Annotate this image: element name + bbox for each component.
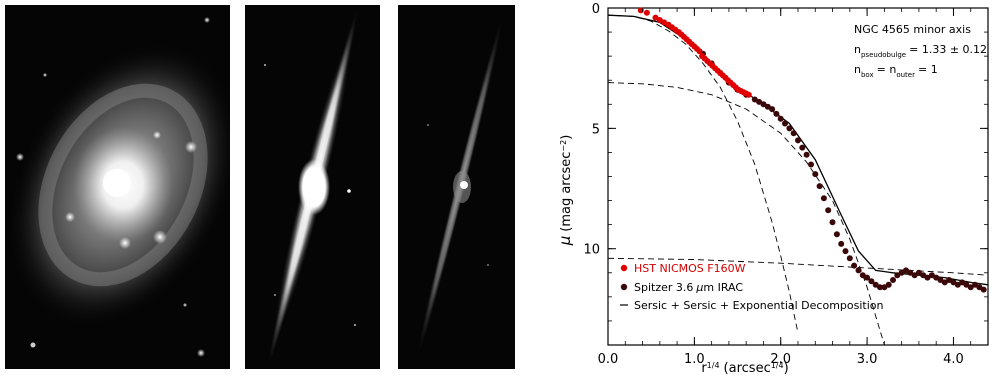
legend-spitzer-label: Spitzer 3.6 μm IRAC [634, 281, 743, 294]
plot-frame [607, 7, 989, 346]
y-axis-label: μ(mag arcsec−2) [556, 135, 574, 247]
spitzer-point [946, 277, 953, 283]
model-curve-pseudobulge [608, 14, 799, 334]
x-tick-label: 4.0 [943, 352, 964, 367]
legend: HST NICMOS F160W Spitzer 3.6 μm IRAC Sers… [620, 262, 884, 312]
spitzer-point [890, 277, 896, 283]
x-tick-label: 2.0 [770, 352, 791, 367]
x-axis-label: r1/4 (arcsec1/4) [701, 361, 788, 377]
hst-point [696, 48, 703, 55]
face-on-galaxy-image [5, 5, 230, 369]
n-pseudobulge-annotation: npseudobulge = 1.33 ± 0.12 [854, 43, 987, 59]
y-tick-label: 5 [592, 122, 600, 137]
model-curve-outer [608, 257, 988, 276]
spitzer-point [790, 130, 797, 137]
spitzer-point [868, 278, 875, 285]
spitzer-point [777, 115, 784, 122]
data-points [637, 7, 987, 293]
spitzer-point [825, 207, 832, 214]
spitzer-point [795, 137, 801, 144]
spitzer-point [980, 286, 987, 293]
legend-spitzer-marker [620, 283, 628, 291]
y-tick-label: 10 [583, 243, 600, 258]
hst-point [745, 91, 752, 98]
spitzer-point [820, 195, 827, 202]
x-tick-label: 1.0 [684, 352, 705, 367]
axis-ticks: 0.0 1.0 2.0 3.0 4.0 0 5 10 [583, 2, 989, 367]
spitzer-point [786, 125, 793, 132]
plot-border [607, 7, 989, 346]
spitzer-point [773, 110, 780, 117]
spitzer-point [846, 255, 853, 262]
spitzer-point [864, 274, 871, 281]
model-curve-box [608, 82, 885, 345]
x-tick-label: 0.0 [598, 352, 619, 367]
spitzer-point [756, 98, 763, 105]
edge-on-galaxy-bright-image [245, 5, 380, 369]
spitzer-point [799, 144, 806, 151]
spitzer-point [782, 120, 788, 127]
spitzer-point [924, 274, 931, 281]
spitzer-point [833, 231, 840, 238]
spitzer-point [842, 248, 849, 255]
spitzer-point [812, 171, 819, 178]
spitzer-point [808, 161, 814, 168]
object-annotation: NGC 4565 minor axis [854, 23, 971, 36]
x-tick-label: 3.0 [857, 352, 878, 367]
hst-point [643, 9, 650, 16]
spitzer-point [829, 219, 836, 226]
spitzer-point [803, 151, 810, 158]
spitzer-point [855, 267, 862, 274]
legend-model-label: Sersic + Sersic + Exponential Decomposit… [634, 299, 884, 312]
surface-brightness-profile-chart: 0.0 1.0 2.0 3.0 4.0 0 5 10 r1/4 (arcsec1/4) μ(ma… [520, 0, 992, 379]
spitzer-point [816, 183, 823, 190]
y-tick-label: 0 [592, 2, 600, 17]
spitzer-point [885, 281, 892, 288]
edge-on-galaxy-faint-image [398, 5, 515, 369]
spitzer-point [898, 269, 905, 276]
legend-hst-label: HST NICMOS F160W [634, 262, 746, 275]
spitzer-point [877, 284, 883, 291]
spitzer-point [972, 281, 978, 288]
hst-point [661, 19, 668, 26]
spitzer-point [838, 240, 845, 247]
n-box-annotation: nbox = nouter = 1 [854, 63, 938, 79]
spitzer-point [769, 106, 776, 113]
spitzer-point [851, 262, 858, 269]
legend-hst-marker [620, 264, 628, 272]
